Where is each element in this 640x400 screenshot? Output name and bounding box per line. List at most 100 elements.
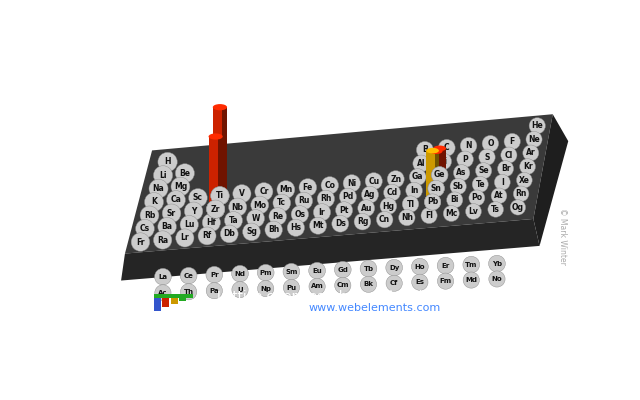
Text: Sb: Sb	[452, 182, 463, 191]
Text: As: As	[456, 168, 467, 177]
Text: Cu: Cu	[368, 177, 380, 186]
Bar	[222, 107, 227, 196]
Circle shape	[154, 268, 172, 285]
Text: Rh: Rh	[320, 194, 332, 203]
Circle shape	[360, 260, 377, 277]
Circle shape	[269, 208, 287, 225]
Text: Br: Br	[501, 164, 510, 173]
Circle shape	[523, 145, 539, 161]
Bar	[162, 296, 169, 308]
Circle shape	[386, 259, 403, 276]
Ellipse shape	[433, 172, 446, 178]
Circle shape	[460, 138, 477, 154]
Text: Bh: Bh	[268, 225, 279, 234]
Circle shape	[310, 217, 326, 234]
Circle shape	[488, 202, 504, 217]
Text: I: I	[501, 178, 504, 187]
Text: Pa: Pa	[209, 288, 219, 294]
Text: Tc: Tc	[277, 198, 286, 208]
Circle shape	[265, 221, 282, 238]
Circle shape	[410, 169, 426, 185]
Text: Re: Re	[272, 212, 284, 221]
Text: Nd: Nd	[234, 271, 246, 277]
Circle shape	[463, 256, 479, 273]
Text: Ca: Ca	[170, 196, 181, 204]
Circle shape	[251, 196, 269, 214]
Text: Lu: Lu	[184, 220, 195, 229]
Circle shape	[246, 210, 264, 227]
Text: Zn: Zn	[390, 174, 401, 184]
Text: Li: Li	[159, 171, 167, 180]
Bar	[218, 136, 223, 209]
Text: Pr: Pr	[210, 272, 219, 278]
Circle shape	[155, 285, 171, 301]
Circle shape	[277, 181, 295, 198]
Circle shape	[154, 166, 173, 185]
Text: Ag: Ag	[364, 190, 376, 199]
Text: Ni: Ni	[348, 179, 356, 188]
Text: Lattice energies (thermochemical cycle) for MF: Lattice energies (thermochemical cycle) …	[217, 290, 532, 303]
Circle shape	[437, 257, 454, 274]
Text: Md: Md	[465, 277, 477, 283]
Circle shape	[399, 210, 415, 226]
Ellipse shape	[209, 134, 223, 140]
Circle shape	[453, 165, 470, 181]
Bar	[154, 294, 193, 298]
Text: Pb: Pb	[427, 198, 438, 206]
Circle shape	[335, 261, 351, 278]
Text: Sr: Sr	[167, 209, 176, 218]
Circle shape	[284, 280, 300, 296]
Text: Os: Os	[294, 210, 305, 219]
Circle shape	[255, 183, 273, 200]
Circle shape	[295, 192, 312, 210]
Circle shape	[428, 180, 444, 197]
Text: N: N	[465, 141, 472, 150]
Bar	[426, 151, 435, 202]
Text: Cr: Cr	[259, 187, 269, 196]
Text: At: At	[494, 191, 504, 200]
Text: O: O	[487, 139, 493, 148]
Circle shape	[387, 171, 404, 188]
Text: W: W	[252, 214, 260, 223]
Circle shape	[513, 186, 529, 202]
Bar	[435, 151, 439, 202]
Text: U: U	[237, 287, 243, 293]
Circle shape	[207, 200, 225, 218]
Text: Fl: Fl	[425, 211, 433, 220]
Circle shape	[321, 177, 339, 194]
Circle shape	[171, 177, 190, 196]
Bar	[154, 296, 161, 311]
Circle shape	[158, 152, 177, 172]
Text: Mo: Mo	[253, 200, 266, 210]
Circle shape	[469, 190, 485, 206]
Circle shape	[257, 280, 274, 297]
Circle shape	[435, 153, 452, 170]
Text: Cs: Cs	[140, 224, 150, 233]
Circle shape	[309, 278, 325, 294]
Bar	[179, 296, 186, 300]
Text: Yb: Yb	[492, 261, 502, 266]
Circle shape	[516, 172, 532, 188]
Text: Cd: Cd	[387, 188, 397, 197]
Text: Pu: Pu	[286, 284, 296, 290]
Circle shape	[287, 219, 305, 236]
Circle shape	[232, 265, 248, 282]
Circle shape	[243, 223, 260, 241]
Text: Mn: Mn	[279, 185, 292, 194]
Circle shape	[438, 140, 455, 156]
Circle shape	[489, 271, 505, 287]
Circle shape	[431, 167, 448, 183]
Text: No: No	[492, 276, 502, 282]
Text: Tl: Tl	[406, 200, 415, 208]
Circle shape	[380, 198, 397, 214]
Bar	[171, 296, 178, 304]
Circle shape	[437, 273, 454, 289]
Text: P: P	[462, 155, 468, 164]
Circle shape	[520, 159, 536, 174]
Circle shape	[189, 188, 207, 207]
Text: Cn: Cn	[379, 215, 390, 224]
Text: 4: 4	[415, 294, 422, 304]
Text: Rf: Rf	[202, 232, 212, 240]
Circle shape	[206, 283, 223, 299]
Text: Np: Np	[260, 286, 271, 292]
